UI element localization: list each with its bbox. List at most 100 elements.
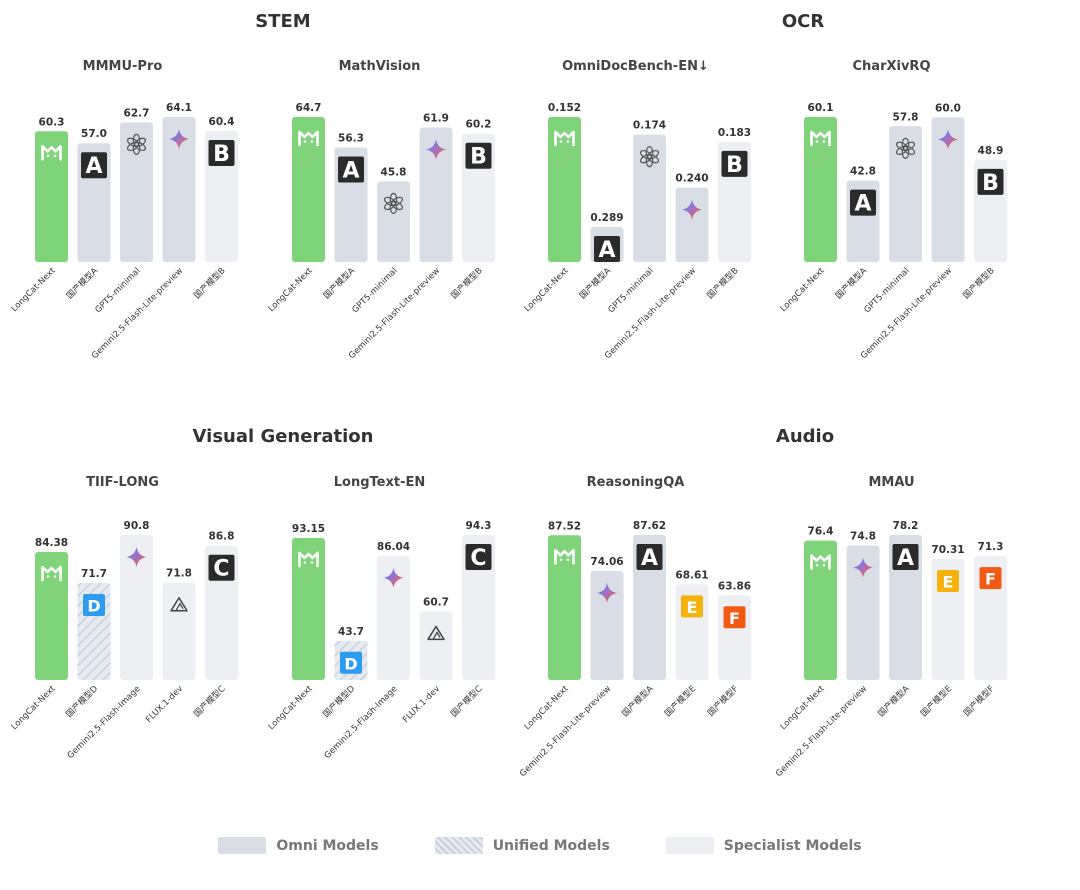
value-label: 60.0 [935,102,961,114]
value-label: 86.04 [377,541,410,553]
bar-3 [633,535,666,680]
chart-longtext-en: LongText-EN 93.15 LongCat-Next 43.7 D 国产模型D 86… [267,475,495,761]
bar-1 [548,117,581,262]
badge-A-icon: A [594,236,620,263]
bar-2 [846,545,880,680]
svg-text:A: A [641,546,658,571]
flux-icon [427,625,445,641]
svg-text:D: D [344,654,357,673]
value-label: 71.3 [978,541,1004,553]
svg-text:B: B [982,171,999,196]
x-tick-label: 国产模型B [961,265,997,301]
gemini-icon [169,129,189,149]
x-tick-label: FLUX.1-dev [401,684,442,725]
svg-text:B: B [726,153,743,178]
bar-4 [675,187,709,262]
value-label: 0.183 [718,127,751,139]
bar-1 [35,551,68,680]
svg-text:A: A [85,154,102,179]
openai-icon [126,133,147,155]
bar-1 [804,117,837,262]
svg-text:A: A [598,238,615,263]
bar-4 [419,127,453,263]
legend-label-unified: Unified Models [492,837,610,854]
x-tick-label: LongCat-Next [523,266,571,314]
value-label: 45.8 [381,166,407,178]
x-tick-label: Gemini2.5-Flash-Lite-preview [90,266,185,361]
bar-2 [590,571,624,680]
svg-text:B: B [213,142,230,167]
value-label: 74.8 [850,531,876,543]
x-tick-label: 国产模型B [192,265,228,301]
flux-icon [170,596,188,612]
chart-title: OmniDocBench-EN↓ [562,59,709,74]
legend-swatch-unified [434,837,483,854]
gemini-icon [383,567,404,588]
legend-label-omni: Omni Models [276,837,379,854]
bar-4 [931,117,965,262]
x-tick-label: FLUX.1-dev [144,684,185,725]
openai-icon [383,192,404,215]
bar-1 [292,537,325,680]
chart-reasoningqa: ReasoningQA 87.52 LongCat-Next 74.06 Gemini2… [518,475,751,779]
x-tick-label: Gemini2.5-Flash-Lite-preview [347,266,442,361]
bar-4 [162,117,196,262]
longcat-icon [298,551,319,568]
chart-mathvision: MathVision 64.7 LongCat-Next 56.3 A 国产模型A 45.8… [267,59,495,361]
value-label: 71.7 [81,568,107,580]
gemini-icon [938,129,958,150]
value-label: 87.52 [548,520,581,532]
chart-mmau: MMAU 76.4 LongCat-Next 74.8 Gemini2.5-Flash-… [774,475,1007,779]
gemini-icon [853,557,873,578]
value-label: 61.9 [423,113,449,125]
badge-E-icon: E [937,569,959,592]
charts-canvas: MMMU-Pro60.3LongCat-Next57.0A国产模型A62.7GP… [10,59,1007,779]
value-label: 87.62 [633,520,666,532]
value-label: 84.38 [35,537,68,549]
x-tick-label: LongCat-Next [10,684,58,732]
x-tick-label: 国产模型A [620,683,656,719]
longcat-icon [41,565,62,582]
badge-D-icon: D [340,651,362,674]
value-label: 0.240 [675,173,708,185]
legend-label-specialist: Specialist Models [723,837,862,854]
value-label: 71.8 [166,568,192,580]
openai-icon [895,137,916,159]
value-label: 57.8 [893,111,919,123]
value-label: 60.4 [209,116,235,128]
chart-tiif-long: TIIF-LONG 84.38 LongCat-Next 71.7 D 国产模型D 90.8… [10,475,238,761]
x-tick-label: 国产模型A [876,683,912,719]
x-tick-label: 国产模型D [321,683,358,720]
badge-A-icon: A [892,544,919,571]
badge-A-icon: A [338,156,364,184]
x-tick-label: Gemini2.5-Flash-Lite-preview [518,684,613,779]
svg-text:E: E [687,598,698,617]
legend: Omni Models Unified Models Specialist Mo… [0,837,1080,854]
chart-title: ReasoningQA [587,475,685,490]
value-label: 64.1 [166,102,192,114]
value-label: 0.152 [548,102,581,114]
value-label: 43.7 [338,626,364,638]
value-label: 86.8 [209,531,235,543]
bar-3 [889,126,922,262]
bar-4 [162,582,196,680]
badge-B-icon: B [977,168,1004,196]
x-tick-label: LongCat-Next [267,266,315,314]
value-label: 56.3 [338,133,364,145]
value-label: 48.9 [978,145,1004,157]
chart-mmmu-pro: MMMU-Pro60.3LongCat-Next57.0A国产模型A62.7GP… [10,59,238,361]
x-tick-label: Gemini2.5-Flash-Image [66,684,143,761]
x-tick-label: 国产模型C [449,683,485,719]
value-label: 94.3 [466,520,492,532]
legend-item-omni: Omni Models [218,837,379,854]
gemini-icon [682,199,702,220]
value-label: 60.7 [423,596,449,608]
bar-3 [377,555,410,680]
value-label: 57.0 [81,128,107,140]
x-tick-label: 国产模型A [321,265,357,301]
bar-5 [462,535,495,680]
x-tick-label: 国产模型A [64,265,100,301]
badge-B-icon: B [208,139,235,167]
x-tick-label: 国产模型D [64,683,101,720]
longcat-icon [554,548,575,565]
